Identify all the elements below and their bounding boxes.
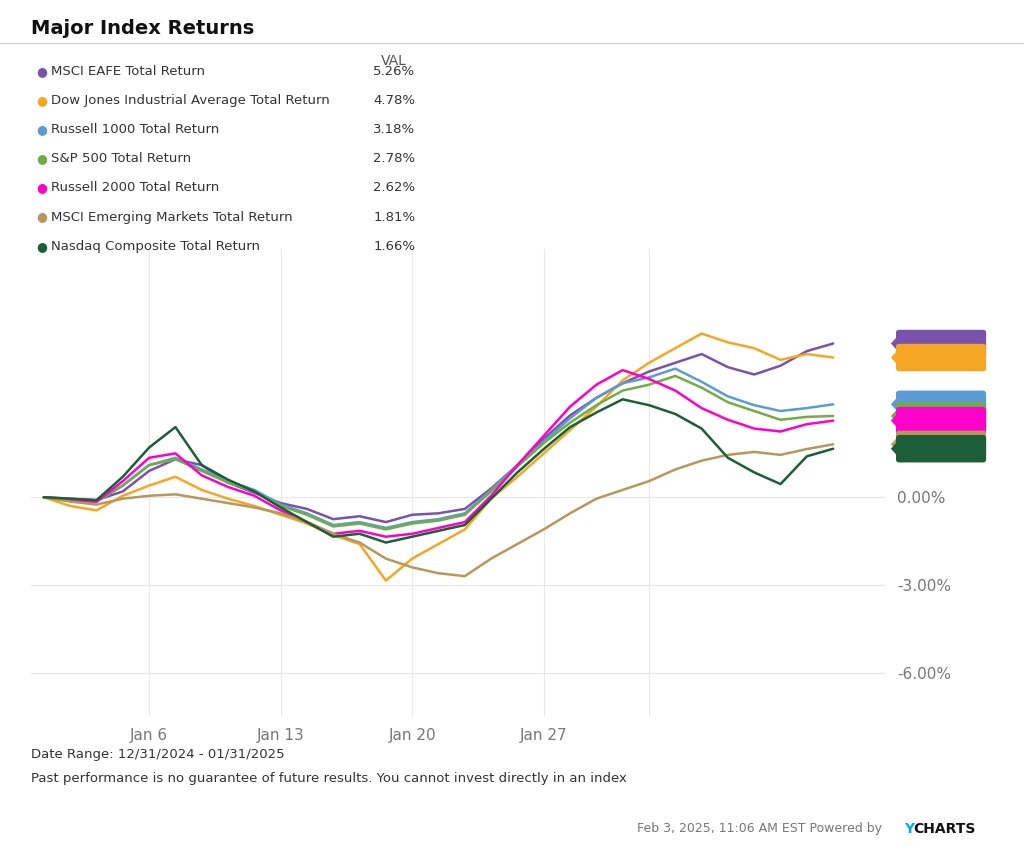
Text: 1.66%: 1.66% (919, 442, 964, 456)
Text: Dow Jones Industrial Average Total Return: Dow Jones Industrial Average Total Retur… (51, 94, 330, 107)
Text: 4.78%: 4.78% (919, 351, 964, 364)
Text: Date Range: 12/31/2024 - 01/31/2025: Date Range: 12/31/2024 - 01/31/2025 (31, 748, 285, 761)
Text: 1.81%: 1.81% (373, 210, 416, 224)
Text: 4.78%: 4.78% (373, 94, 416, 107)
Text: CHARTS: CHARTS (913, 822, 976, 836)
Text: Major Index Returns: Major Index Returns (31, 19, 254, 38)
Text: ●: ● (36, 64, 47, 78)
Text: ●: ● (36, 239, 47, 253)
Text: 2.62%: 2.62% (919, 414, 964, 427)
Text: 3.18%: 3.18% (373, 123, 416, 136)
Text: ●: ● (36, 181, 47, 195)
Text: 5.26%: 5.26% (373, 64, 416, 78)
Text: Feb 3, 2025, 11:06 AM EST Powered by: Feb 3, 2025, 11:06 AM EST Powered by (637, 822, 886, 835)
Text: ●: ● (36, 152, 47, 166)
Text: Y: Y (904, 822, 914, 836)
Text: Russell 2000 Total Return: Russell 2000 Total Return (51, 181, 219, 195)
Text: 5.26%: 5.26% (919, 337, 964, 350)
Text: Nasdaq Composite Total Return: Nasdaq Composite Total Return (51, 239, 260, 253)
Text: Past performance is no guarantee of future results. You cannot invest directly i: Past performance is no guarantee of futu… (31, 772, 627, 785)
Text: VAL: VAL (381, 54, 408, 68)
Text: 1.66%: 1.66% (373, 239, 416, 253)
Text: 1.81%: 1.81% (919, 438, 964, 450)
Text: S&P 500 Total Return: S&P 500 Total Return (51, 152, 191, 166)
Text: ●: ● (36, 94, 47, 107)
Text: 2.78%: 2.78% (919, 409, 964, 422)
Text: 3.18%: 3.18% (919, 398, 964, 411)
Text: MSCI EAFE Total Return: MSCI EAFE Total Return (51, 64, 205, 78)
Text: ●: ● (36, 210, 47, 224)
Text: ●: ● (36, 123, 47, 136)
Text: 2.62%: 2.62% (373, 181, 416, 195)
Text: Russell 1000 Total Return: Russell 1000 Total Return (51, 123, 219, 136)
Text: 2.78%: 2.78% (373, 152, 416, 166)
Text: MSCI Emerging Markets Total Return: MSCI Emerging Markets Total Return (51, 210, 293, 224)
